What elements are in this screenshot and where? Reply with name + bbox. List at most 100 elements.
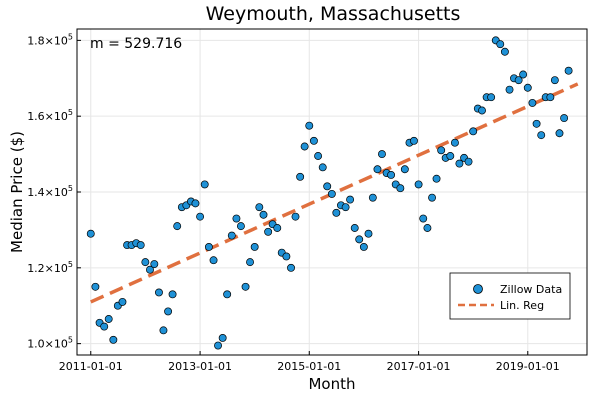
- scatter-point: [523, 83, 532, 92]
- scatter-point: [519, 70, 528, 79]
- scatter-point: [546, 93, 555, 102]
- x-tick-label: 2019-01-01: [496, 360, 560, 373]
- x-tick-label: 2015-01-01: [277, 360, 341, 373]
- x-tick-label: 2017-01-01: [387, 360, 451, 373]
- scatter-point: [469, 127, 478, 136]
- scatter-point: [359, 243, 368, 251]
- legend-marker-zillow: [473, 284, 483, 294]
- scatter-point: [246, 258, 254, 267]
- scatter-point: [255, 203, 264, 212]
- scatter-point: [159, 326, 168, 335]
- scatter-point: [478, 106, 486, 115]
- x-tick-label: 2011-01-01: [59, 360, 123, 373]
- legend-label-linreg: Lin. Reg: [500, 299, 544, 312]
- y-tick-label: 1.4×105: [27, 184, 73, 199]
- scatter-point: [300, 142, 309, 151]
- scatter-point: [373, 165, 382, 174]
- scatter-point: [514, 76, 523, 85]
- scatter-point: [109, 335, 118, 344]
- scatter-point: [314, 152, 323, 160]
- scatter-point: [196, 212, 205, 221]
- scatter-point: [423, 224, 432, 232]
- y-tick-label: 1.8×105: [27, 32, 73, 47]
- scatter-point: [419, 214, 428, 223]
- scatter-point: [150, 260, 159, 268]
- scatter-point: [118, 297, 127, 306]
- scatter-point: [86, 229, 95, 238]
- scatter-point: [259, 210, 268, 219]
- scatter-point: [323, 182, 332, 191]
- scatter-point: [432, 174, 441, 183]
- scatter-point: [136, 241, 145, 250]
- scatter-point: [273, 224, 282, 232]
- scatter-point: [387, 170, 396, 179]
- scatter-point: [350, 224, 359, 232]
- regression-line: [90, 82, 579, 304]
- scatter-point: [100, 322, 109, 331]
- scatter-point: [505, 85, 514, 94]
- x-axis-label: Month: [308, 375, 355, 393]
- scatter-point: [155, 288, 163, 297]
- x-tick-label: 2013-01-01: [168, 360, 232, 373]
- scatter-point: [282, 252, 291, 261]
- scatter-point: [437, 146, 446, 155]
- y-tick-label: 1.0×105: [27, 336, 73, 351]
- scatter-point: [296, 172, 305, 181]
- scatter-point: [305, 121, 314, 130]
- legend-box: [449, 272, 571, 320]
- scatter-point: [564, 66, 573, 75]
- y-axis-label: Median Price ($): [8, 131, 26, 253]
- scatter-point: [560, 114, 569, 123]
- legend-label-zillow: Zillow Data: [500, 283, 562, 296]
- scatter-point: [532, 119, 541, 128]
- scatter-point: [327, 189, 336, 198]
- scatter-point: [487, 93, 496, 102]
- scatter-point: [555, 129, 564, 138]
- scatter-point: [528, 98, 537, 107]
- scatter-point: [450, 138, 459, 147]
- scatter-point: [400, 165, 409, 174]
- scatter-point: [204, 243, 213, 251]
- y-ticks: 1.0×105 1.2×105 1.4×105 1.6×105 1.8×105: [27, 32, 81, 351]
- scatter-point: [141, 258, 150, 267]
- scatter-point: [291, 212, 300, 221]
- scatter-point: [496, 40, 505, 49]
- legend: Zillow Data Lin. Reg: [449, 272, 571, 320]
- scatter-point: [396, 184, 405, 193]
- y-tick-label: 1.6×105: [27, 108, 73, 123]
- scatter-point: [287, 263, 295, 272]
- scatter-point: [173, 222, 182, 231]
- slope-annotation: m = 529.716: [90, 36, 182, 52]
- scatter-point: [91, 282, 100, 291]
- x-ticks: 2011-01-01 2013-01-01 2015-01-01 2017-01-01…: [59, 351, 560, 373]
- scatter-point: [241, 282, 250, 291]
- scatter-point: [164, 307, 173, 316]
- scatter-point: [446, 152, 455, 160]
- scatter-point: [537, 131, 546, 140]
- scatter-point: [223, 290, 232, 299]
- scatter-point: [550, 76, 559, 85]
- y-tick-label: 1.2×105: [27, 260, 73, 275]
- scatter-point: [309, 136, 318, 145]
- scatter-point: [364, 229, 373, 238]
- scatter-point: [264, 227, 273, 236]
- scatter-point: [318, 163, 327, 172]
- scatter-point: [414, 180, 423, 189]
- scatter-point: [464, 157, 473, 166]
- regression-line-layer: [90, 82, 579, 304]
- scatter-point: [378, 150, 386, 159]
- scatter-point: [236, 222, 245, 231]
- scatter-point: [191, 199, 200, 208]
- scatter-point: [250, 243, 259, 251]
- scatter-point: [168, 290, 177, 299]
- scatter-point: [218, 333, 227, 342]
- chart-title: Weymouth, Massachusetts: [206, 3, 461, 25]
- scatter-point: [355, 235, 364, 244]
- scatter-point: [455, 159, 464, 168]
- scatter-point: [104, 315, 113, 323]
- scatter-point: [227, 231, 236, 240]
- scatter-point: [346, 195, 355, 204]
- scatter-point: [214, 341, 222, 350]
- scatter-point: [500, 47, 509, 56]
